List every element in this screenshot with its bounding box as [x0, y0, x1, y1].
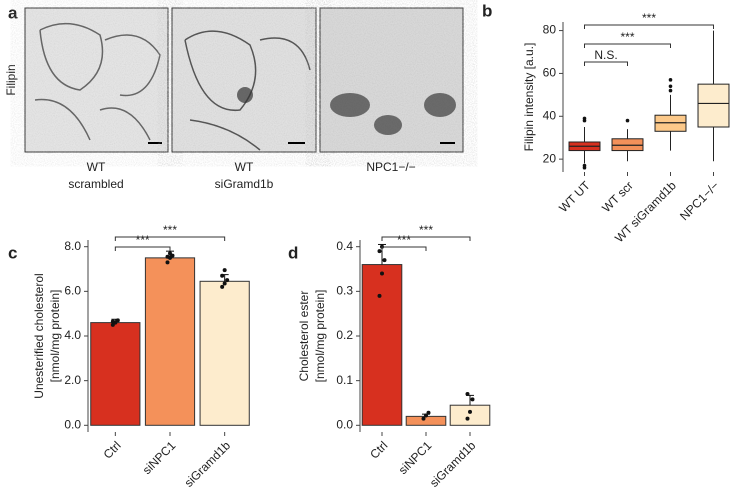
x-tick-label: siNPC1: [396, 438, 435, 477]
micrograph: [319, 7, 464, 153]
x-tick-label: WT scr: [599, 178, 636, 215]
bar: [90, 322, 141, 426]
data-point: [377, 293, 382, 298]
data-point: [115, 318, 120, 323]
data-point: [165, 254, 170, 259]
data-point: [168, 251, 172, 256]
box: [697, 83, 730, 128]
x-tick-label: siGramd1b: [427, 438, 479, 490]
y-tick-label: 0.0: [64, 417, 81, 431]
y-tick-label: 0.2: [336, 328, 353, 342]
y-axis-label: Filipin intensity [a.u.]: [522, 43, 536, 152]
significance-label: ***: [397, 233, 411, 247]
x-tick-label: Ctrl: [367, 438, 390, 461]
bar: [199, 280, 250, 426]
image-caption: WT: [87, 160, 106, 174]
x-tick-label: siGramd1b: [182, 438, 234, 490]
data-point: [382, 258, 387, 263]
significance-label: ***: [136, 233, 150, 247]
significance-bracket: [584, 61, 628, 66]
image-caption: siGramd1b: [215, 177, 274, 191]
y-tick-label: 20: [543, 151, 557, 165]
outlier: [625, 118, 630, 123]
data-point: [220, 273, 225, 278]
data-point: [165, 260, 170, 265]
significance-label: N.S.: [594, 48, 617, 62]
y-tick-label: 0.3: [336, 284, 353, 298]
image-caption: WT: [235, 160, 254, 174]
data-point: [110, 319, 115, 324]
y-tick-label: 40: [543, 108, 557, 122]
x-tick-label: Ctrl: [101, 438, 124, 461]
y-tick-label: 0.4: [336, 239, 353, 253]
outlier: [668, 78, 673, 82]
panel-letter: b: [482, 1, 492, 20]
outlier: [668, 88, 673, 93]
y-tick-label: 6.0: [64, 284, 81, 298]
data-point: [468, 409, 472, 414]
significance-bracket: [114, 236, 226, 241]
data-point: [426, 410, 431, 415]
outlier: [582, 163, 587, 168]
y-axis-label: Cholesterol ester: [297, 291, 311, 382]
data-point: [465, 416, 470, 421]
panel-letter: d: [288, 243, 298, 262]
significance-bracket: [584, 24, 714, 29]
bar: [361, 264, 403, 426]
y-tick-label: 0.0: [336, 417, 353, 431]
panel-letter: a: [8, 3, 18, 22]
y-axis-label: Unesterified cholesterol: [32, 273, 46, 398]
image-caption: NPC1−/−: [366, 160, 415, 174]
data-point: [380, 271, 384, 276]
x-tick-label: WT UT: [556, 178, 593, 215]
panel-letter: c: [8, 243, 17, 262]
data-point: [222, 268, 227, 273]
y-tick-label: 0.1: [336, 373, 353, 387]
data-point: [225, 278, 230, 283]
data-point: [424, 413, 428, 418]
micrograph: [171, 7, 317, 153]
row-label: Filipin: [4, 64, 18, 95]
x-tick-label: NPC1−/−: [677, 178, 722, 223]
y-tick-label: 80: [543, 23, 557, 37]
data-point: [421, 416, 426, 421]
data-point: [222, 281, 227, 286]
y-tick-label: 60: [543, 66, 557, 80]
y-tick-label: 8.0: [64, 239, 81, 253]
data-point: [220, 284, 225, 289]
significance-label: ***: [620, 30, 634, 44]
outlier: [582, 116, 587, 121]
significance-bracket: [381, 236, 471, 241]
x-tick-label: siNPC1: [140, 438, 179, 477]
significance-bracket: [114, 246, 171, 251]
y-tick-label: 4.0: [64, 328, 81, 342]
data-point: [377, 249, 382, 254]
data-point: [470, 397, 475, 402]
data-point: [465, 392, 470, 397]
significance-label: ***: [163, 223, 177, 237]
y-axis-label: [nmol/mg protein]: [313, 290, 327, 383]
bar: [449, 404, 491, 426]
significance-bracket: [584, 43, 671, 48]
significance-label: ***: [642, 11, 656, 25]
y-tick-label: 2.0: [64, 373, 81, 387]
bar: [405, 415, 447, 426]
bar: [144, 257, 196, 426]
micrograph: [24, 7, 169, 153]
significance-bracket: [381, 246, 427, 251]
image-caption: scrambled: [68, 177, 123, 191]
y-axis-label: [nmol/mg protein]: [48, 290, 62, 383]
outlier: [668, 84, 673, 89]
significance-label: ***: [419, 223, 433, 237]
